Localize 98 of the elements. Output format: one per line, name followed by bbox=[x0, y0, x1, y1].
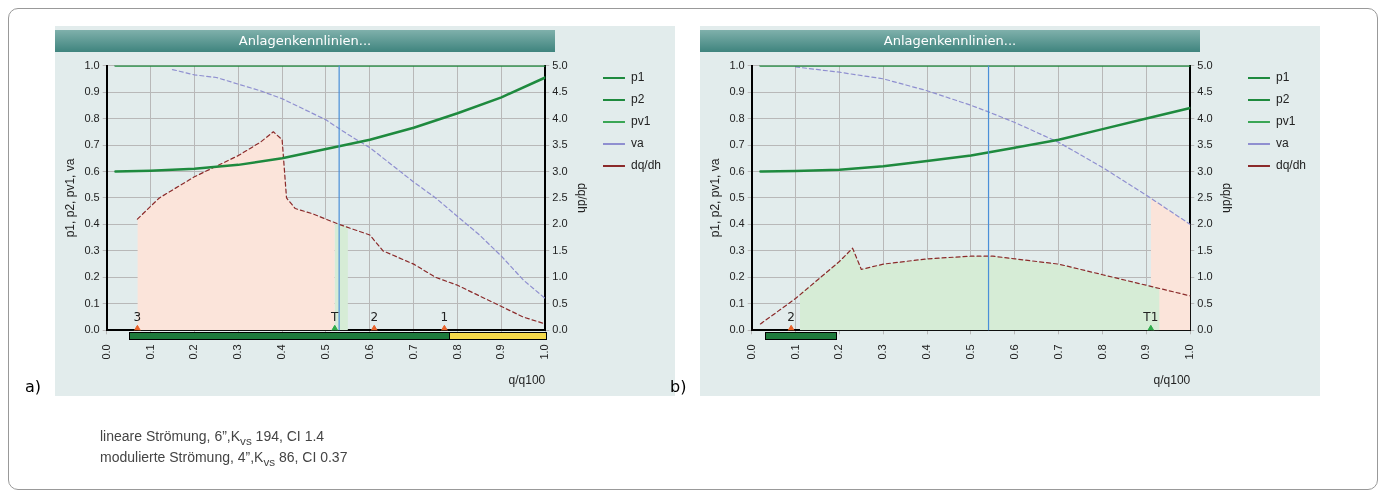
x-tick-label: 0.8 bbox=[450, 344, 463, 360]
y2-tick-label: 3.5 bbox=[552, 138, 568, 151]
y2-tick-label: 0.5 bbox=[1197, 296, 1213, 309]
x-tick-label: 0.6 bbox=[362, 344, 375, 360]
x-tick-label: 0.7 bbox=[406, 344, 419, 360]
y2-tick-label: 5.0 bbox=[552, 58, 568, 71]
x-axis-title: q/q100 bbox=[1153, 373, 1191, 388]
y-tick-label: 0.6 bbox=[729, 164, 745, 177]
x-tick-label: 0.3 bbox=[231, 344, 244, 360]
y2-tick-label: 1.0 bbox=[552, 270, 568, 283]
y-tick-label: 0.2 bbox=[84, 270, 100, 283]
x-tick-label: 0.8 bbox=[1095, 344, 1108, 360]
y2-tick-label: 5.0 bbox=[1197, 58, 1213, 71]
y2-tick-label: 0.0 bbox=[1197, 323, 1213, 336]
y-tick-label: 0.6 bbox=[84, 164, 100, 177]
y-tick-label: 0.4 bbox=[729, 217, 745, 230]
line-series bbox=[136, 131, 546, 325]
text: a) bbox=[25, 377, 42, 396]
y-tick-label: 0.0 bbox=[84, 323, 100, 336]
y2-tick-label: 3.0 bbox=[1197, 164, 1213, 177]
x-tick-label: 0.0 bbox=[744, 344, 757, 360]
legend-label: dq/dh bbox=[630, 158, 661, 173]
x-tick-label: 1.0 bbox=[538, 344, 551, 360]
y-tick-label: 0.4 bbox=[84, 217, 100, 230]
y2-axis-title: dq/dh bbox=[1220, 182, 1235, 213]
y-tick-label: 0.7 bbox=[729, 138, 745, 151]
y-tick-label: 1.0 bbox=[84, 58, 100, 71]
y2-tick-label: 2.0 bbox=[1197, 217, 1213, 230]
y2-tick-label: 4.5 bbox=[552, 85, 568, 98]
legend-label: va bbox=[1275, 136, 1289, 151]
line-series bbox=[171, 68, 546, 300]
text: b) bbox=[670, 377, 687, 396]
y-tick-label: 0.5 bbox=[84, 190, 100, 203]
line-series bbox=[794, 66, 1191, 226]
line-series bbox=[759, 247, 1191, 325]
chart-title: Anlagenkennlinien... bbox=[700, 30, 1200, 52]
y2-axis-title: dq/dh bbox=[575, 182, 590, 213]
x-tick-label: 0.4 bbox=[275, 344, 288, 360]
legend-label: va bbox=[630, 136, 644, 151]
legend-label: p1 bbox=[1275, 70, 1290, 85]
x-tick-label: 0.7 bbox=[1051, 344, 1064, 360]
y-tick-label: 0.1 bbox=[729, 296, 745, 309]
annotation: 2 bbox=[787, 310, 795, 325]
x-tick-label: 0.5 bbox=[319, 344, 332, 360]
y2-tick-label: 0.0 bbox=[552, 323, 568, 336]
y-tick-label: 1.0 bbox=[729, 58, 745, 71]
y2-tick-label: 1.0 bbox=[1197, 270, 1213, 283]
y2-tick-label: 3.5 bbox=[1197, 138, 1213, 151]
legend-label: p1 bbox=[630, 70, 645, 85]
y2-tick-label: 0.5 bbox=[552, 296, 568, 309]
legend-label: pv1 bbox=[630, 114, 651, 129]
x-tick-label: 0.1 bbox=[788, 344, 801, 360]
annotation: 2 bbox=[370, 310, 379, 325]
legend-label: p2 bbox=[630, 92, 645, 107]
x-tick-label: 0.2 bbox=[187, 344, 200, 360]
legend-label: dq/dh bbox=[1275, 158, 1306, 173]
y2-tick-label: 4.5 bbox=[1197, 85, 1213, 98]
y2-tick-label: 1.5 bbox=[1197, 243, 1213, 256]
y-tick-label: 0.8 bbox=[84, 111, 100, 124]
x-tick-label: 0.0 bbox=[99, 344, 112, 360]
text: modulierte Strömung, 4”,K$_{vs}$ 86, CI 0.37 bbox=[100, 448, 348, 470]
text: lineare Strömung, 6”,K$_{vs}$ 194, CI 1.4 bbox=[100, 428, 326, 449]
y2-tick-label: 3.0 bbox=[552, 164, 568, 177]
x-tick-label: 0.5 bbox=[964, 344, 977, 360]
y-tick-label: 0.5 bbox=[729, 190, 745, 203]
y2-tick-label: 2.5 bbox=[552, 190, 568, 203]
y2-tick-label: 4.0 bbox=[552, 111, 568, 124]
x-axis-title: q/q100 bbox=[508, 373, 546, 388]
annotation: T bbox=[330, 310, 340, 325]
annotation: T1 bbox=[1142, 310, 1159, 325]
y2-tick-label: 4.0 bbox=[1197, 111, 1213, 124]
annotation: 1 bbox=[440, 310, 449, 325]
x-tick-label: 0.2 bbox=[832, 344, 845, 360]
chart-title: Anlagenkennlinien... bbox=[55, 30, 555, 52]
y-tick-label: 0.8 bbox=[729, 111, 745, 124]
y-tick-label: 0.1 bbox=[84, 296, 100, 309]
y-tick-label: 0.2 bbox=[729, 270, 745, 283]
y2-tick-label: 2.0 bbox=[552, 217, 568, 230]
legend-label: p2 bbox=[1275, 92, 1290, 107]
x-tick-label: 0.9 bbox=[494, 344, 507, 360]
x-tick-label: 0.3 bbox=[876, 344, 889, 360]
y-tick-label: 0.3 bbox=[729, 243, 745, 256]
x-tick-label: 0.6 bbox=[1007, 344, 1020, 360]
y-tick-label: 0.3 bbox=[84, 243, 100, 256]
y-axis-title: p1, p2, pv1, va bbox=[707, 158, 722, 238]
y2-tick-label: 2.5 bbox=[1197, 190, 1213, 203]
y-tick-label: 0.9 bbox=[729, 85, 745, 98]
y-tick-label: 0.9 bbox=[84, 85, 100, 98]
y-tick-label: 0.7 bbox=[84, 138, 100, 151]
x-tick-label: 0.4 bbox=[920, 344, 933, 360]
y-axis-title: p1, p2, pv1, va bbox=[62, 158, 77, 238]
y-tick-label: 0.0 bbox=[729, 323, 745, 336]
x-tick-label: 0.9 bbox=[1139, 344, 1152, 360]
legend-label: pv1 bbox=[1275, 114, 1296, 129]
x-tick-label: 1.0 bbox=[1183, 344, 1196, 360]
x-tick-label: 0.1 bbox=[143, 344, 156, 360]
annotation: 3 bbox=[133, 310, 142, 325]
y2-tick-label: 1.5 bbox=[552, 243, 568, 256]
